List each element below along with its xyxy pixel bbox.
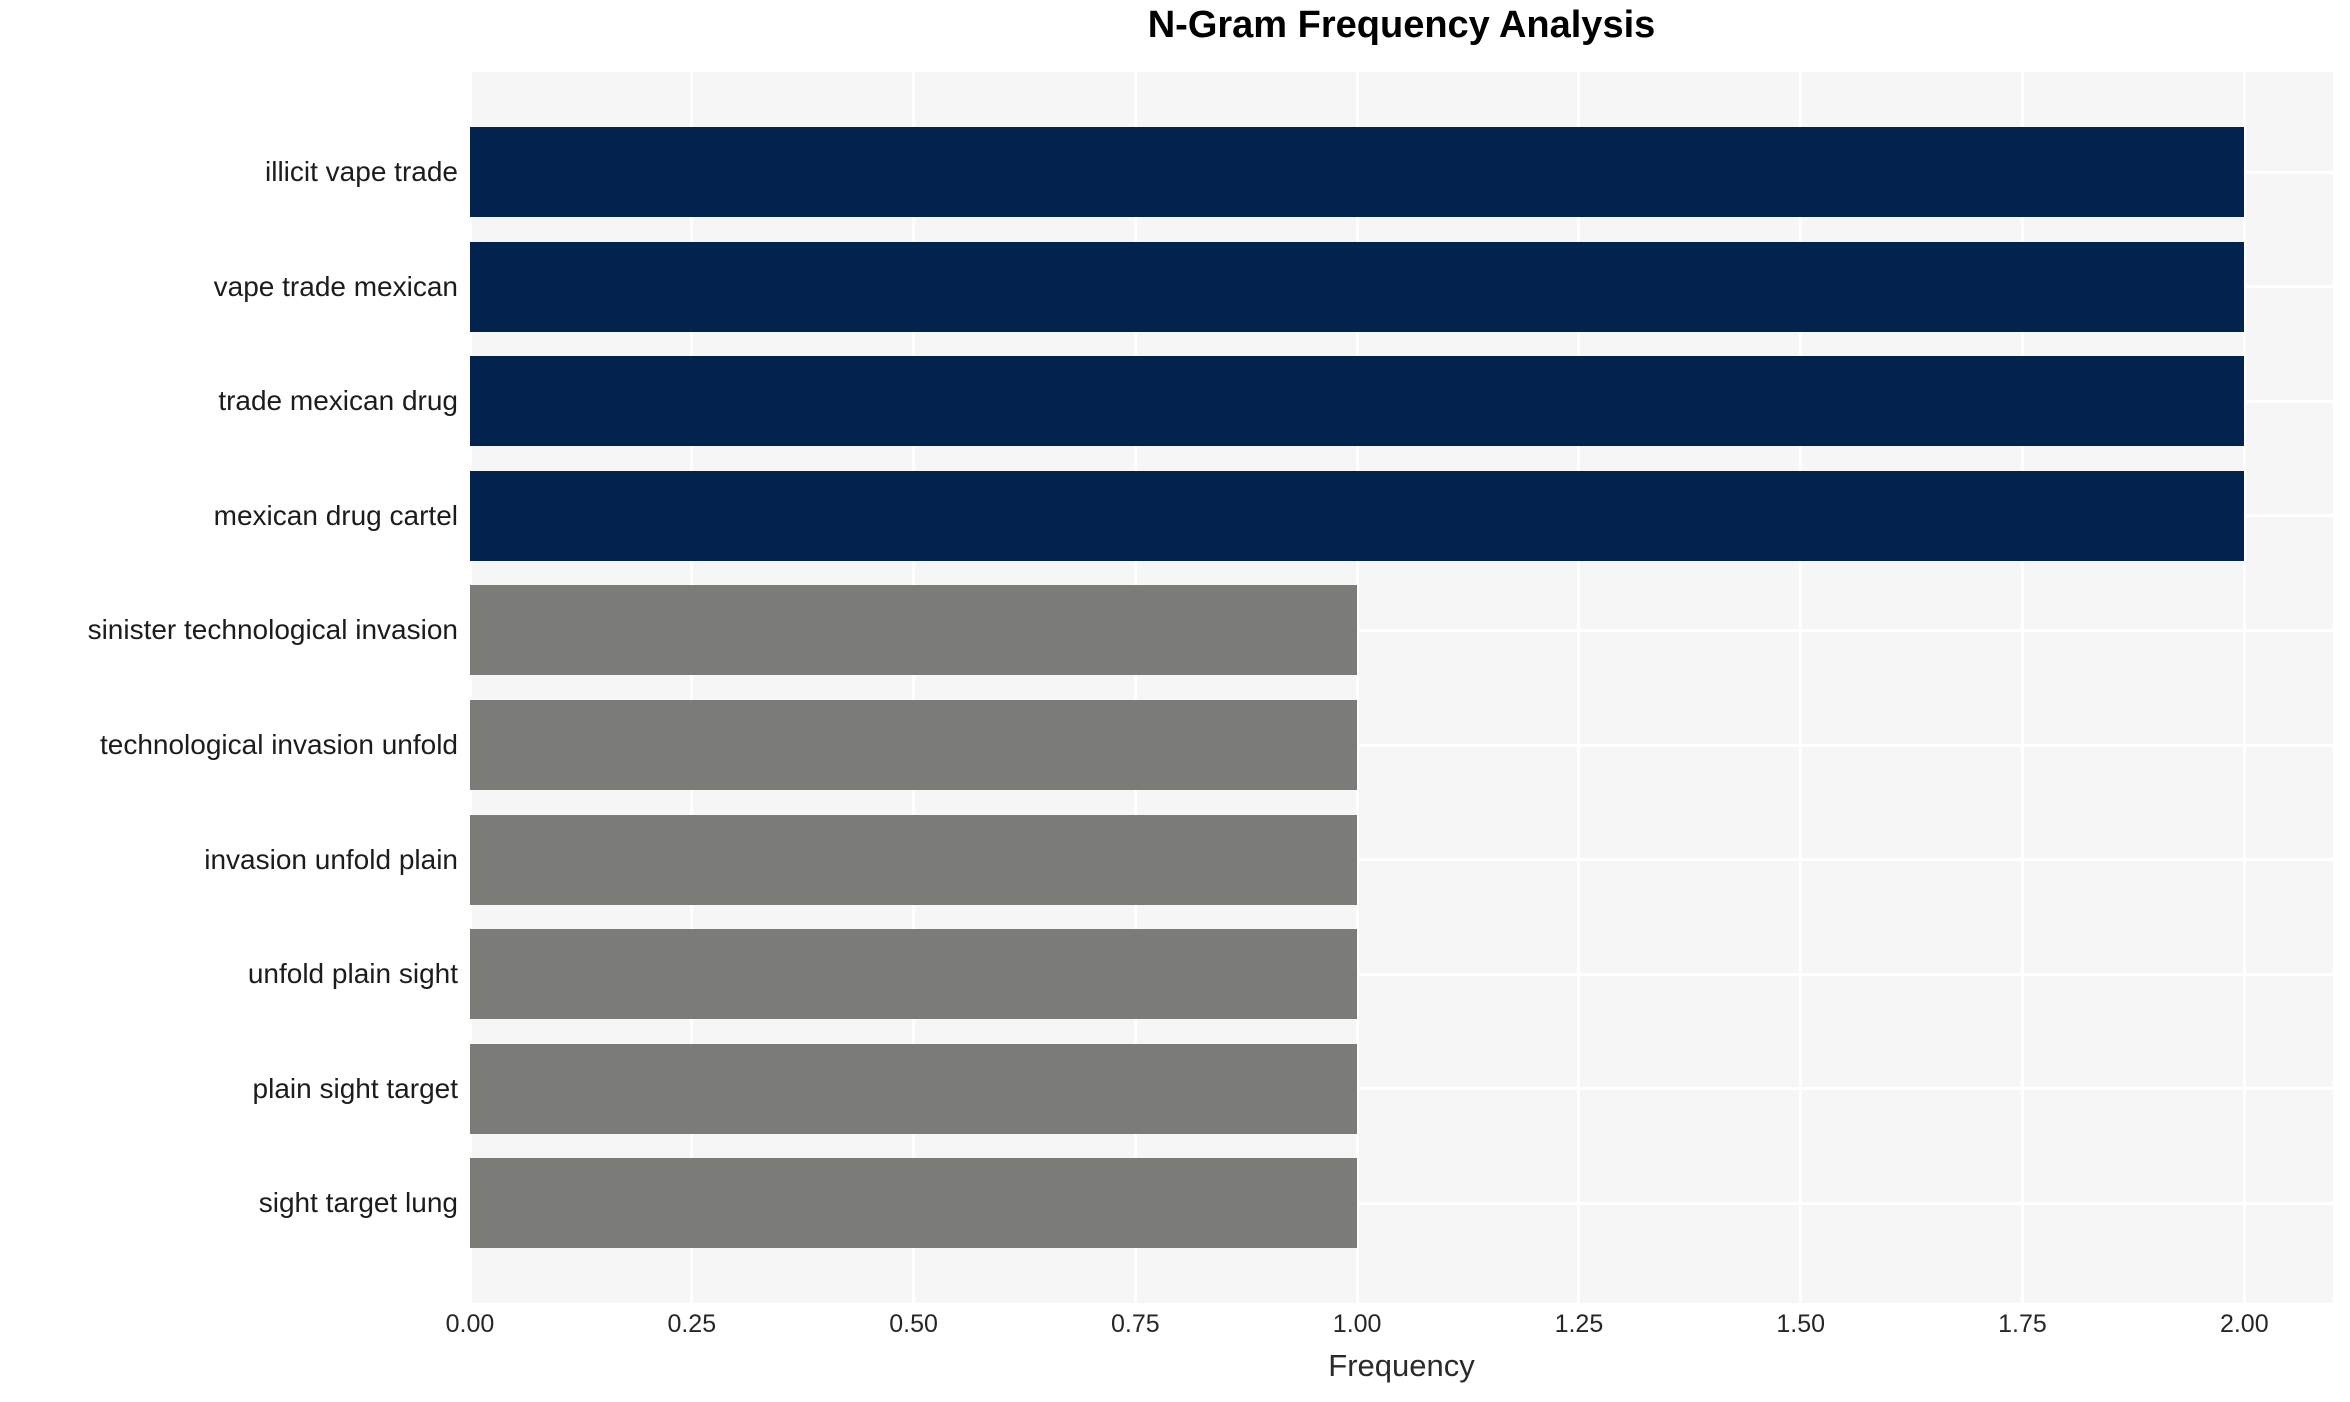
frequency-bar bbox=[470, 1043, 1358, 1134]
frequency-bar bbox=[470, 127, 2245, 217]
frequency-bar bbox=[470, 929, 1358, 1020]
x-tick-label: 1.50 bbox=[1776, 1310, 1826, 1338]
x-gridline bbox=[468, 72, 472, 1303]
y-gridline bbox=[470, 1087, 2333, 1091]
x-gridline bbox=[690, 72, 694, 1303]
y-axis-label: unfold plain sight bbox=[247, 958, 458, 990]
x-tick-label: 0.00 bbox=[445, 1310, 495, 1338]
x-gridline bbox=[2242, 72, 2246, 1303]
y-gridline bbox=[470, 1201, 2333, 1205]
y-axis-label: illicit vape trade bbox=[265, 156, 458, 187]
plot-area bbox=[468, 72, 2333, 1303]
y-axis-label: sight target lung bbox=[258, 1187, 458, 1219]
x-tick-label: 0.75 bbox=[1111, 1310, 1160, 1338]
y-axis-label: sinister technological invasion bbox=[87, 614, 458, 646]
x-gridline bbox=[1133, 72, 1137, 1303]
frequency-bar bbox=[470, 241, 2245, 332]
x-tick-label: 1.25 bbox=[1554, 1310, 1604, 1338]
y-gridline bbox=[470, 743, 2333, 747]
chart-title: N-Gram Frequency Analysis bbox=[1147, 4, 1656, 46]
x-tick-label: 2.00 bbox=[2219, 1310, 2269, 1338]
x-gridline bbox=[1577, 72, 1581, 1303]
x-gridline bbox=[1355, 72, 1359, 1303]
y-axis-label: trade mexican drug bbox=[218, 385, 458, 417]
x-tick-label: 0.25 bbox=[667, 1310, 717, 1338]
frequency-bar bbox=[470, 470, 2245, 561]
frequency-bar bbox=[470, 1158, 1358, 1249]
y-gridline bbox=[470, 628, 2333, 632]
frequency-bar bbox=[470, 356, 2245, 447]
y-gridline bbox=[470, 858, 2333, 862]
frequency-bar bbox=[470, 585, 1358, 676]
y-gridline bbox=[470, 972, 2333, 976]
x-tick-label: 0.50 bbox=[889, 1310, 938, 1338]
y-axis-label: plain sight target bbox=[252, 1072, 458, 1104]
y-axis-label: technological invasion unfold bbox=[99, 729, 458, 760]
y-axis-label: vape trade mexican bbox=[213, 270, 458, 302]
x-tick-label: 1.00 bbox=[1332, 1310, 1382, 1338]
x-gridline bbox=[2021, 72, 2024, 1303]
x-gridline bbox=[1799, 72, 1803, 1303]
x-tick-label: 1.75 bbox=[1998, 1310, 2047, 1338]
frequency-bar bbox=[470, 700, 1358, 790]
x-gridline bbox=[912, 72, 916, 1303]
x-axis-title: Frequency bbox=[1328, 1348, 1475, 1383]
y-axis-label: invasion unfold plain bbox=[204, 843, 458, 875]
y-axis-label: mexican drug cartel bbox=[213, 499, 458, 531]
frequency-bar bbox=[470, 814, 1358, 905]
